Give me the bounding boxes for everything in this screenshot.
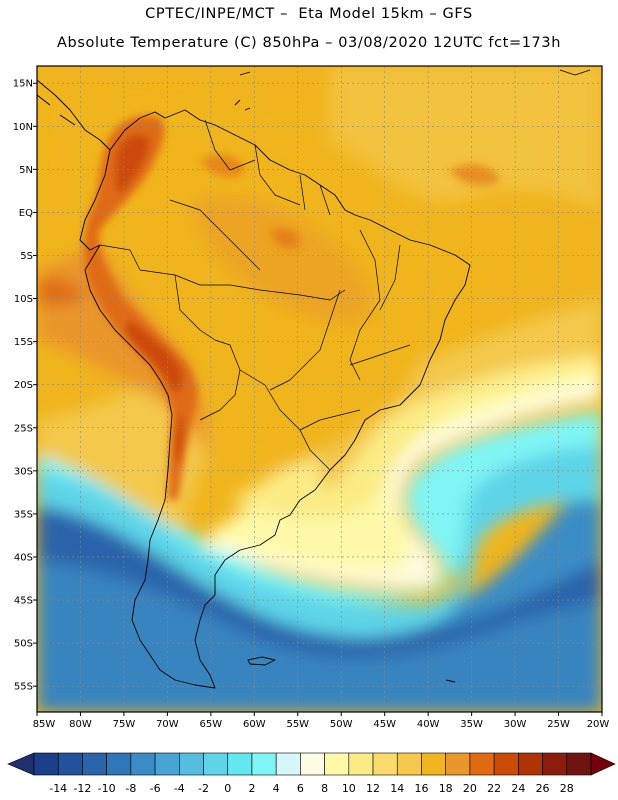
colorbar-label: 0: [224, 782, 231, 795]
colorbar-label: -12: [73, 782, 91, 795]
colorbar-swatch: [493, 752, 519, 776]
caribbean-islands: [234, 69, 591, 111]
colorbar-swatch: [348, 752, 374, 776]
lon-tick-label: 25W: [547, 719, 570, 730]
colorbar-swatch: [130, 752, 156, 776]
colorbar-label: -14: [49, 782, 67, 795]
lon-tick-label: 60W: [243, 719, 266, 730]
colorbar-label: -4: [174, 782, 185, 795]
lat-tick-label: 45S: [14, 596, 33, 607]
central-america: [37, 79, 111, 151]
lat-lon-grid: [37, 66, 602, 712]
colorbar-swatch: [203, 752, 229, 776]
lat-tick-label: 50S: [14, 639, 33, 650]
lat-tick-label: 15N: [13, 79, 33, 90]
lat-tick-label: 20S: [14, 380, 33, 391]
falkland-islands: [247, 656, 276, 666]
coastlines: [37, 69, 591, 689]
colorbar-label: 20: [463, 782, 477, 795]
lon-tick-label: 40W: [417, 719, 440, 730]
colorbar-swatch: [154, 752, 180, 776]
colorbar-swatch: [106, 752, 132, 776]
lat-tick-label: 5S: [20, 251, 33, 262]
colorbar-swatch: [518, 752, 543, 776]
colorbar-label: 2: [248, 782, 255, 795]
lon-tick-label: 85W: [33, 719, 56, 730]
lat-tick-label: EQ: [19, 208, 33, 219]
lat-tick-label: 40S: [14, 552, 33, 563]
colorbar-swatch: [566, 752, 592, 776]
colorbar-swatch: [396, 752, 422, 776]
colorbar-swatch: [57, 752, 83, 776]
lon-tick-label: 55W: [286, 719, 309, 730]
colorbar-label: 12: [366, 782, 380, 795]
colorbar-label: 4: [273, 782, 280, 795]
colorbar-swatch: [445, 752, 471, 776]
lon-tick-label: 75W: [113, 719, 136, 730]
colorbar-swatch: [227, 752, 253, 776]
lat-tick-label: 35S: [14, 509, 33, 520]
colorbar-label: 14: [390, 782, 404, 795]
lon-tick-label: 45W: [373, 719, 396, 730]
colorbar-swatch: [179, 752, 204, 776]
colorbar-label: 16: [414, 782, 428, 795]
lon-tick-label: 35W: [460, 719, 483, 730]
colorbar-swatch: [300, 752, 325, 776]
title-line-2: Absolute Temperature (C) 850hPa – 03/08/…: [57, 35, 561, 51]
colorbar: -14 -12 -10 -8 -6 -4 -2 0 2 4 6 8 10 12 14 16 18 20 22 24 26…: [7, 752, 616, 795]
colorbar-swatch: [469, 752, 495, 776]
colorbar-label: -6: [150, 782, 161, 795]
lon-tick-label: 50W: [330, 719, 353, 730]
colorbar-label: 22: [487, 782, 501, 795]
temperature-field: [37, 66, 602, 712]
colorbar-label: -2: [198, 782, 209, 795]
colorbar-label: 8: [321, 782, 328, 795]
lat-tick-label: 5N: [19, 165, 33, 176]
latitude-axis: 15N 10N 5N EQ 5S 10S 15S 20S 25S 30S 35S 40S 45S 50S 5…: [13, 79, 37, 693]
colorbar-low-cap: [7, 752, 35, 776]
lat-tick-label: 10N: [13, 122, 33, 133]
lon-tick-label: 70W: [156, 719, 179, 730]
colorbar-label: 6: [297, 782, 304, 795]
lat-tick-label: 15S: [14, 337, 33, 348]
colorbar-swatch: [372, 752, 398, 776]
colorbar-swatch: [542, 752, 568, 776]
map-frame: [36, 65, 603, 713]
lon-tick-label: 30W: [504, 719, 527, 730]
colorbar-swatch: [275, 752, 301, 776]
lat-tick-label: 10S: [14, 294, 33, 305]
lat-tick-label: 30S: [14, 466, 33, 477]
colorbar-swatch: [421, 752, 446, 776]
colorbar-label: 26: [536, 782, 550, 795]
lon-tick-label: 80W: [69, 719, 92, 730]
colorbar-label: -8: [125, 782, 136, 795]
lat-tick-label: 25S: [14, 423, 33, 434]
colorbar-swatch: [324, 752, 350, 776]
colorbar-swatch: [251, 752, 277, 776]
country-borders: [99, 119, 411, 471]
longitude-axis: 85W 80W 75W 70W 65W 60W 55W 50W 45W 40W 35W 30W 25W 2…: [33, 712, 610, 730]
lat-tick-label: 55S: [14, 682, 33, 693]
lon-tick-label: 20W: [587, 719, 610, 730]
colorbar-swatch: [33, 752, 59, 776]
lon-tick-label: 65W: [200, 719, 223, 730]
island: [445, 679, 456, 683]
colorbar-swatch: [82, 752, 107, 776]
colorbar-label: 18: [439, 782, 453, 795]
colorbar-high-cap: [590, 752, 616, 776]
colorbar-label: 24: [511, 782, 525, 795]
title-line-1: CPTEC/INPE/MCT – Eta Model 15km – GFS: [145, 6, 473, 22]
colorbar-label: -10: [98, 782, 116, 795]
colorbar-label: 10: [342, 782, 356, 795]
colorbar-label: 28: [560, 782, 574, 795]
